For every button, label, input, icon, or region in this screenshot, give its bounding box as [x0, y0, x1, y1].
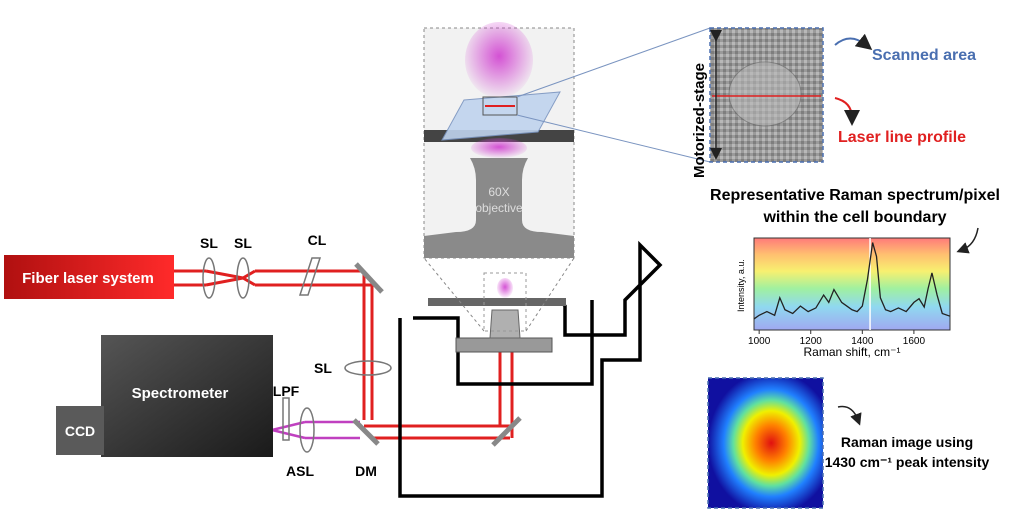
ccd-label: CCD	[65, 423, 95, 439]
spectrum-background	[754, 238, 950, 330]
asl-lens	[299, 407, 315, 453]
scanned-area-label: Scanned area	[872, 47, 976, 64]
raman-image-label-2: 1430 cm⁻¹ peak intensity	[825, 454, 990, 470]
sl-label-3: SL	[314, 360, 332, 376]
sl-lens-3	[344, 360, 392, 376]
ccd: CCD	[56, 406, 104, 455]
objective-magnification: 60X	[488, 185, 509, 199]
spectrometer-label: Spectrometer	[132, 385, 229, 402]
raman-spectrum-chart: Intensity, a.u. Raman shift, cm⁻¹ 1000 12…	[736, 237, 951, 359]
mirrors	[352, 262, 522, 447]
raman-image-label-1: Raman image using	[841, 434, 973, 450]
motorized-stage-label: Motorized-stage	[691, 63, 708, 178]
cell-outline	[728, 61, 802, 127]
sl-lens-1	[202, 257, 216, 299]
objective-body	[424, 158, 574, 258]
sl-lens-2	[236, 257, 250, 299]
lpf-filter	[282, 397, 290, 441]
spectrum-series-line	[753, 242, 951, 320]
lpf-label: LPF	[273, 383, 300, 399]
fiber-laser-label: Fiber laser system	[22, 270, 154, 287]
fiber-laser-system: Fiber laser system	[4, 255, 174, 299]
mirror-top	[354, 262, 384, 294]
x-tick-label: 1000	[748, 336, 771, 347]
scanned-area-arrow	[834, 33, 873, 51]
objective-label: objective	[475, 201, 523, 215]
laser-line-profile-label: Laser line profile	[838, 129, 966, 146]
cl-lens	[298, 257, 322, 296]
sl-label-2: SL	[234, 235, 252, 251]
objective-turret	[455, 337, 553, 353]
sl-label-1: SL	[200, 235, 218, 251]
mirror-bottom	[491, 416, 522, 447]
laser-spot	[471, 138, 527, 158]
x-tick-label: 1600	[903, 336, 926, 347]
spectrum-frame	[753, 237, 951, 331]
objective-small	[489, 309, 521, 339]
asl-label: ASL	[286, 463, 314, 479]
zoom-box-small	[483, 272, 527, 332]
dm-mirror	[352, 418, 380, 446]
x-tick-label: 1200	[800, 336, 823, 347]
optics	[202, 257, 392, 453]
zoom-lines	[423, 257, 575, 332]
laser-line-arrow	[834, 97, 860, 126]
cl-label: CL	[308, 232, 327, 248]
stage-plate	[428, 298, 566, 306]
spectrum-ylabel: Intensity, a.u.	[736, 259, 746, 312]
x-tick-label: 1400	[851, 336, 874, 347]
raman-image	[707, 377, 824, 509]
emission-path	[271, 420, 360, 440]
spectrum-xlabel: Raman shift, cm⁻¹	[803, 345, 900, 359]
spectrum-title-2: within the cell boundary	[762, 209, 946, 226]
microscope-body	[398, 240, 663, 498]
raman-image-arrow	[837, 405, 862, 426]
spectrometer: Spectrometer	[101, 335, 273, 457]
spectrum-title-1: Representative Raman spectrum/pixel	[710, 187, 1000, 204]
spectrum-arrow	[956, 227, 979, 254]
scanned-area-image	[709, 27, 824, 163]
dm-label: DM	[355, 463, 377, 479]
scan-window	[482, 96, 518, 116]
objective-zoom-inset: 60X objective	[423, 22, 575, 259]
laser-focus-small	[497, 278, 513, 298]
laser-beam-path	[174, 269, 514, 440]
laser-cone	[465, 22, 533, 98]
sample-slide	[441, 91, 561, 141]
scan-zoom-lines	[516, 27, 711, 163]
